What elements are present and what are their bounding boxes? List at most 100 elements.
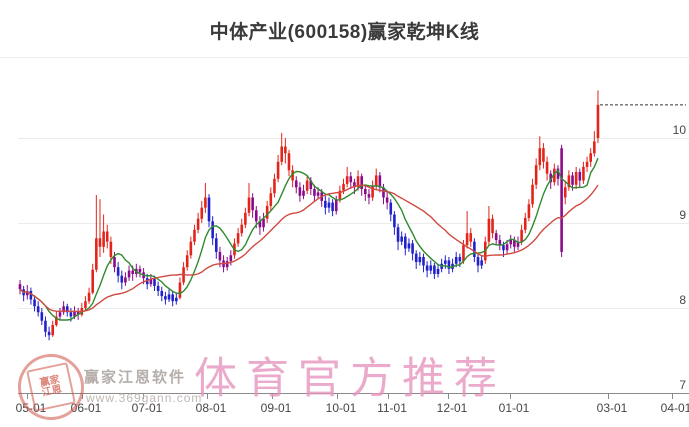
candle bbox=[167, 294, 171, 300]
candle bbox=[207, 197, 211, 222]
candle bbox=[389, 202, 393, 215]
candle bbox=[553, 168, 556, 183]
candle bbox=[287, 153, 291, 171]
candle bbox=[396, 227, 400, 242]
candle bbox=[240, 224, 244, 234]
candle bbox=[502, 245, 505, 251]
candle bbox=[291, 170, 294, 181]
candle bbox=[284, 146, 287, 154]
candle bbox=[393, 214, 396, 228]
candle bbox=[498, 240, 502, 246]
candle bbox=[189, 241, 193, 256]
candle bbox=[465, 233, 469, 246]
candle bbox=[585, 161, 589, 167]
candle bbox=[338, 190, 342, 200]
candle bbox=[469, 233, 473, 242]
candle bbox=[127, 270, 131, 278]
candle bbox=[98, 238, 102, 247]
y-tick-label: 9 bbox=[679, 208, 686, 222]
candle bbox=[124, 277, 127, 283]
candle bbox=[425, 265, 429, 271]
candle bbox=[527, 204, 531, 218]
candle bbox=[33, 299, 36, 307]
candle bbox=[214, 238, 218, 252]
candle bbox=[385, 197, 389, 203]
candle bbox=[491, 218, 494, 234]
candle bbox=[294, 180, 298, 188]
candle bbox=[571, 175, 574, 185]
x-tick-label: 06-01 bbox=[71, 401, 102, 415]
candle bbox=[574, 172, 578, 185]
candle bbox=[436, 268, 440, 274]
watermark-brand: 赢家江恩软件 bbox=[84, 369, 187, 386]
candle bbox=[509, 240, 513, 245]
candle bbox=[204, 197, 207, 208]
candle bbox=[349, 176, 353, 183]
candle bbox=[76, 311, 80, 315]
candle bbox=[494, 233, 498, 240]
seal-line2: 江恩 bbox=[41, 383, 63, 399]
candle bbox=[516, 241, 520, 247]
candle bbox=[593, 141, 596, 154]
candle bbox=[171, 294, 174, 302]
candle bbox=[371, 185, 374, 198]
candle bbox=[262, 218, 265, 228]
candle bbox=[40, 312, 44, 321]
candle bbox=[382, 187, 385, 198]
candle bbox=[200, 207, 204, 219]
candle bbox=[29, 291, 33, 300]
candle bbox=[120, 275, 124, 283]
candle bbox=[160, 291, 164, 297]
candle bbox=[47, 331, 51, 336]
candle bbox=[433, 265, 436, 274]
candle bbox=[531, 184, 534, 205]
page-title: 中体产业(600158)赢家乾坤K线 bbox=[209, 22, 480, 43]
candle bbox=[211, 221, 214, 239]
candle bbox=[131, 270, 134, 274]
candle bbox=[422, 257, 425, 266]
candle bbox=[251, 197, 254, 211]
candle bbox=[400, 236, 403, 242]
candle bbox=[65, 306, 69, 313]
x-tick-label: 12-01 bbox=[437, 401, 468, 415]
candle bbox=[473, 241, 476, 257]
candle bbox=[334, 199, 338, 212]
candle bbox=[342, 183, 345, 191]
candle bbox=[353, 182, 356, 188]
candle bbox=[331, 202, 334, 212]
candle bbox=[374, 175, 378, 186]
candle bbox=[178, 282, 182, 298]
candle bbox=[360, 176, 363, 189]
watermark-url: www.369gann.com bbox=[86, 391, 203, 405]
candle bbox=[153, 279, 156, 286]
candle bbox=[273, 178, 276, 194]
candle bbox=[138, 268, 142, 273]
y-tick-label: 8 bbox=[679, 293, 686, 307]
candle bbox=[476, 257, 480, 266]
candle bbox=[84, 301, 87, 308]
candle bbox=[404, 236, 407, 249]
candle bbox=[454, 257, 458, 264]
x-tick-label: 11-01 bbox=[377, 401, 407, 415]
candle bbox=[116, 267, 120, 276]
candle bbox=[196, 218, 200, 230]
candle bbox=[538, 148, 542, 166]
candle bbox=[109, 241, 113, 257]
candle bbox=[480, 260, 483, 266]
candle bbox=[556, 168, 560, 179]
candle bbox=[298, 187, 302, 196]
candle bbox=[218, 251, 222, 261]
candle bbox=[429, 265, 433, 271]
candle bbox=[276, 161, 280, 179]
candle bbox=[69, 312, 73, 317]
candle bbox=[175, 297, 178, 302]
candle bbox=[367, 194, 371, 198]
candle bbox=[578, 172, 582, 181]
candle bbox=[549, 173, 553, 183]
candle bbox=[545, 161, 549, 174]
candle bbox=[523, 217, 527, 230]
x-tick-label: 05-01 bbox=[16, 401, 47, 415]
candle bbox=[411, 243, 414, 254]
candle bbox=[73, 311, 76, 317]
